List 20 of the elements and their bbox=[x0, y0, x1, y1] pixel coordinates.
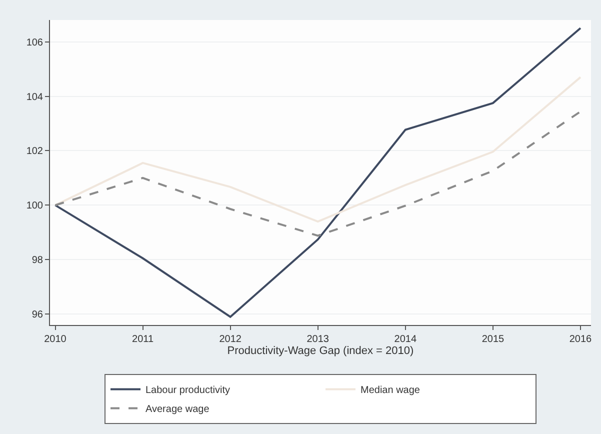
x-tick-label: 2016 bbox=[569, 334, 592, 345]
x-tick-label: 2012 bbox=[219, 334, 242, 345]
x-tick-label: 2011 bbox=[132, 334, 154, 345]
x-tick-label: 2015 bbox=[482, 334, 505, 345]
y-tick-label: 98 bbox=[32, 255, 44, 266]
line-series bbox=[54, 110, 582, 237]
y-tick-label: 96 bbox=[32, 310, 44, 321]
line-series bbox=[54, 27, 582, 318]
legend-label: Median wage bbox=[360, 385, 420, 396]
y-tick-label: 104 bbox=[26, 92, 44, 103]
legend-label: Average wage bbox=[146, 404, 210, 416]
y-tick-label: 102 bbox=[26, 146, 44, 158]
x-tick-label: 2013 bbox=[306, 334, 330, 345]
y-tick-label: 106 bbox=[26, 37, 44, 48]
x-tick-label: 2014 bbox=[394, 334, 417, 345]
x-axis-title: Productivity-Wage Gap (index = 2010) bbox=[227, 345, 414, 358]
line-series bbox=[54, 76, 582, 223]
x-tick-label: 2010 bbox=[44, 334, 67, 345]
legend-label: Labour productivity bbox=[146, 385, 230, 396]
y-tick-label: 100 bbox=[26, 200, 44, 212]
